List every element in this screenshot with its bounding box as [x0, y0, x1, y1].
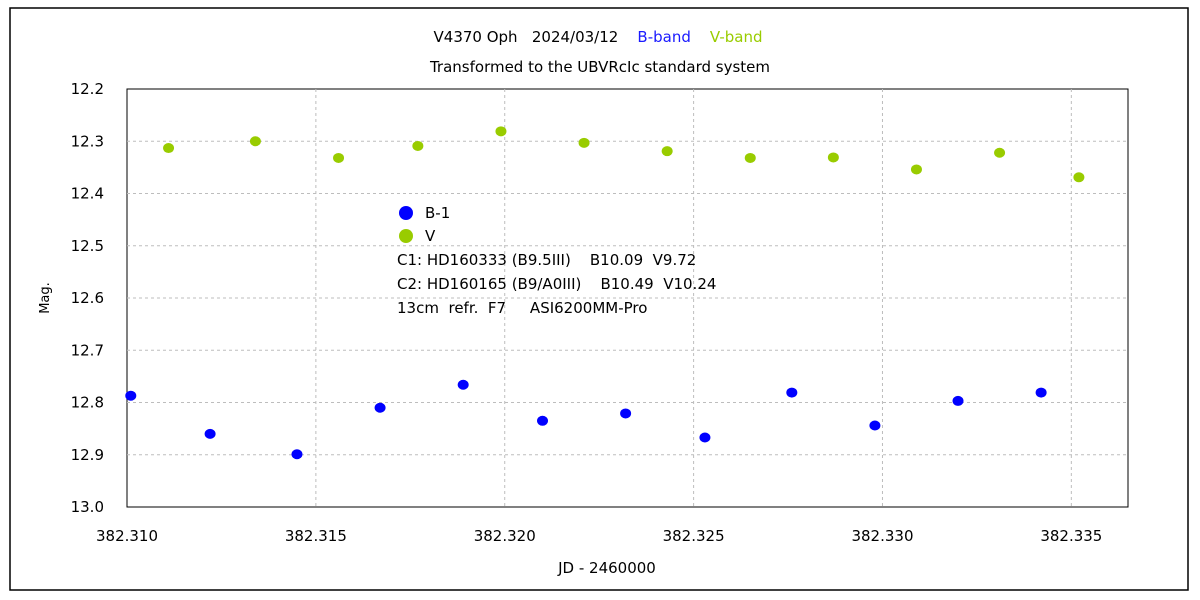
x-tick-label: 382.325 [663, 527, 725, 545]
point-v [1073, 172, 1085, 183]
y-tick-label: 12.5 [71, 237, 104, 255]
legend-label-v: V [425, 227, 436, 245]
grid [127, 89, 1128, 507]
point-b-1 [620, 408, 632, 419]
legend: B-1 V C1: HD160333 (B9.5III) B10.09 V9.72… [397, 204, 716, 317]
data-points [125, 126, 1085, 460]
y-tick-label: 12.8 [71, 394, 104, 412]
x-tick-label: 382.330 [851, 527, 913, 545]
x-tick-label: 382.335 [1040, 527, 1102, 545]
title-part: V4370 Oph 2024/03/12 [434, 28, 619, 46]
title-part: B-band [618, 28, 691, 46]
x-tick-label: 382.310 [96, 527, 158, 545]
point-b-1 [204, 428, 216, 439]
point-v [910, 164, 922, 175]
point-b-1 [1035, 387, 1047, 398]
point-v [412, 140, 424, 151]
point-v [661, 146, 673, 157]
point-b-1 [291, 449, 303, 460]
point-v [249, 136, 261, 147]
y-tick-label: 12.2 [71, 80, 104, 98]
x-axis-label: JD - 2460000 [557, 559, 656, 577]
point-v [994, 147, 1006, 158]
y-tick-label: 12.7 [71, 341, 104, 359]
y-tick-label: 13.0 [71, 498, 104, 516]
y-tick-labels: 12.2 12.3 12.4 12.5 12.6 12.7 12.8 12.9 13.0 [71, 80, 104, 516]
y-tick-label: 12.3 [71, 132, 104, 150]
title-part: V-band [691, 28, 763, 46]
chart-title: V4370 Oph 2024/03/12 B-band V-band [434, 28, 763, 46]
point-b-1 [374, 402, 386, 413]
y-tick-label: 12.6 [71, 289, 104, 307]
annotation-c1: C1: HD160333 (B9.5III) B10.09 V9.72 [397, 251, 696, 269]
x-tick-labels: 382.310 382.315 382.320 382.325 382.330 382.3… [96, 527, 1102, 545]
point-b-1 [699, 432, 711, 443]
annotation-equipment: 13cm refr. F7 ASI6200MM-Pro [397, 299, 647, 317]
annotation-c2: C2: HD160165 (B9/A0III) B10.49 V10.24 [397, 275, 716, 293]
point-v [744, 152, 756, 163]
point-v [333, 152, 345, 163]
point-b-1 [457, 379, 469, 390]
y-tick-label: 12.9 [71, 446, 104, 464]
y-tick-label: 12.4 [71, 185, 104, 203]
point-v [827, 152, 839, 163]
point-b-1 [952, 395, 964, 406]
legend-marker-b-1 [399, 206, 413, 220]
x-tick-label: 382.315 [285, 527, 347, 545]
point-b-1 [786, 387, 798, 398]
y-axis-label: Mag. [38, 282, 53, 314]
point-v [578, 137, 590, 148]
x-tick-label: 382.320 [474, 527, 536, 545]
point-v [163, 143, 175, 154]
legend-marker-v [399, 229, 413, 243]
point-b-1 [537, 415, 549, 426]
point-b-1 [125, 390, 137, 401]
chart-subtitle: Transformed to the UBVRcIc standard syst… [429, 58, 770, 76]
point-v [495, 126, 507, 137]
legend-label-b-1: B-1 [425, 204, 450, 222]
point-b-1 [869, 420, 881, 431]
